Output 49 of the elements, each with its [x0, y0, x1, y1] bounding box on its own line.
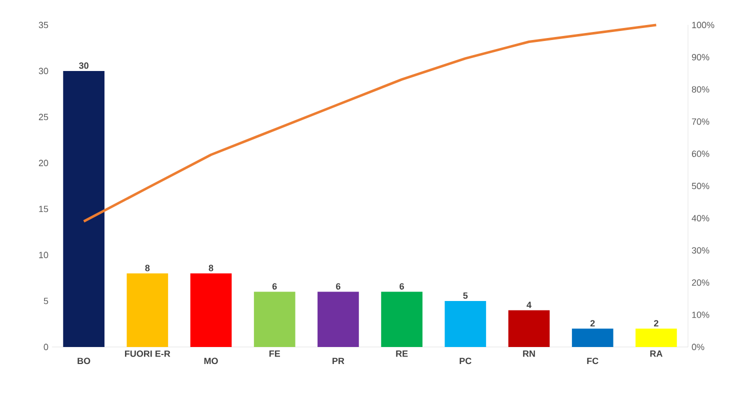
bar — [444, 300, 486, 347]
y2-tick-label: 70% — [692, 118, 710, 125]
bar — [508, 310, 550, 347]
y2-tick-label: 10% — [692, 312, 710, 318]
bar — [318, 292, 359, 347]
y2-tick-label: 100% — [692, 22, 714, 28]
y2-tick-label: 60% — [692, 150, 710, 157]
y-tick-label: 10 — [39, 252, 48, 258]
bar — [381, 292, 422, 347]
data-label: 8 — [145, 264, 150, 272]
x-tick-label: RA — [650, 350, 662, 357]
data-label: 8 — [208, 264, 214, 272]
y2-tick-label: 0% — [692, 344, 704, 350]
x-tick-label: MO — [204, 358, 218, 364]
y-tick-label: 35 — [38, 22, 48, 28]
bar — [126, 273, 168, 347]
y2-tick-label: 80% — [692, 86, 710, 93]
y2-tick-label: 40% — [692, 215, 710, 222]
y-tick-label: 25 — [38, 114, 48, 120]
y-tick-label: 20 — [38, 160, 48, 166]
data-label: 4 — [526, 302, 532, 308]
data-label: 6 — [400, 283, 404, 290]
y-tick-label: 0 — [44, 344, 48, 350]
x-tick-label: FC — [587, 358, 598, 364]
bar — [63, 70, 104, 347]
bar — [190, 273, 232, 347]
data-label: 30 — [79, 62, 88, 69]
x-tick-label: FUORI E-R — [125, 350, 170, 357]
x-tick-label: PR — [332, 358, 344, 364]
y-tick-label: 5 — [44, 298, 48, 304]
x-tick-label: RE — [396, 350, 408, 357]
data-label: 6 — [336, 283, 340, 290]
x-tick-label: RN — [523, 350, 535, 357]
data-label: 2 — [590, 320, 595, 326]
x-tick-label: FE — [269, 350, 280, 357]
y2-tick-label: 50% — [692, 182, 710, 190]
y-tick-label: 15 — [39, 206, 48, 212]
bar — [636, 328, 677, 347]
y2-tick-label: 30% — [692, 247, 710, 254]
data-label: 2 — [654, 320, 658, 326]
bar — [254, 292, 296, 347]
y2-tick-label: 90% — [692, 54, 710, 60]
data-label: 6 — [272, 283, 277, 290]
x-tick-label: PC — [460, 358, 472, 364]
y-tick-label: 30 — [38, 68, 48, 74]
data-label: 5 — [463, 292, 468, 299]
x-tick-label: BO — [78, 358, 90, 364]
bar — [572, 328, 614, 347]
y2-tick-label: 20% — [692, 279, 710, 286]
